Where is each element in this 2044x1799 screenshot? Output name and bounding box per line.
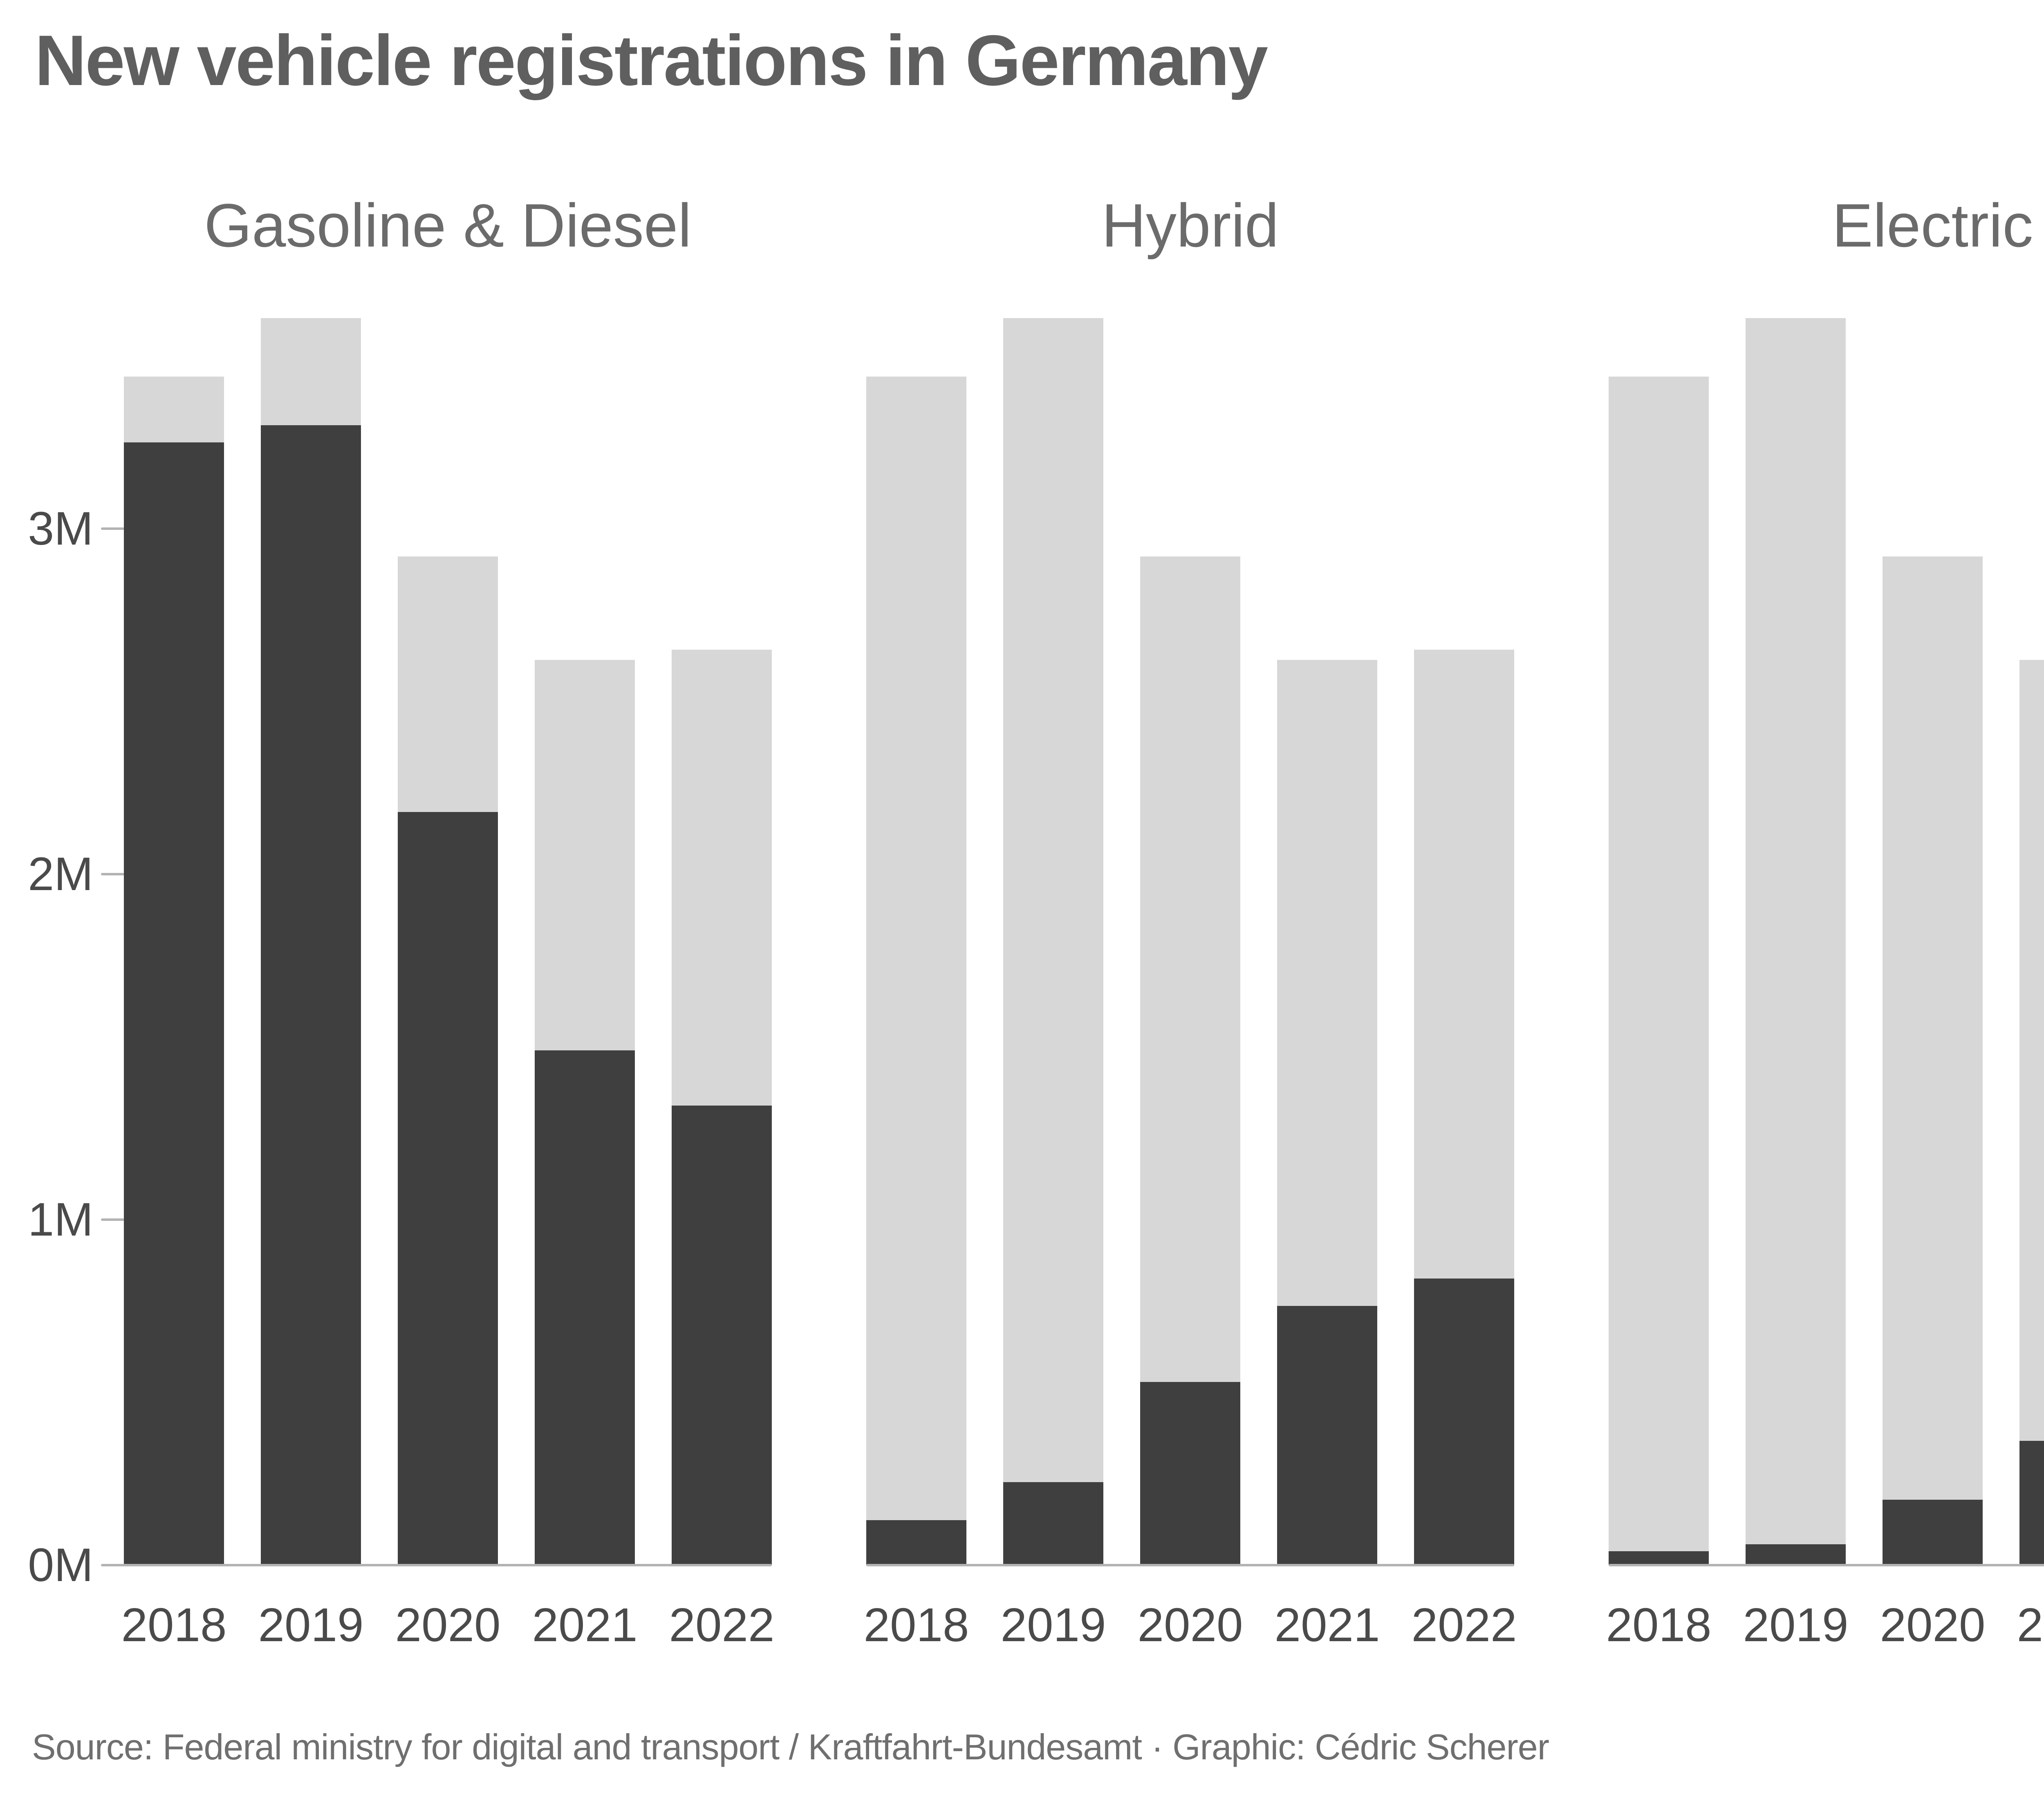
x-axis-year-label: 2019 bbox=[1000, 1598, 1106, 1651]
bar-slot: 2019 bbox=[1743, 304, 1849, 1649]
highlight-registrations-bar bbox=[1277, 1306, 1377, 1565]
panel-title: Electric bbox=[1832, 191, 2033, 260]
bar-slot: 2020 bbox=[1137, 304, 1243, 1649]
bar-slot: 2018 bbox=[1606, 304, 1712, 1649]
panel-title: Hybrid bbox=[1101, 191, 1279, 260]
bar-slot: 2018 bbox=[121, 304, 227, 1649]
y-axis: 0M 1M 2M 3M bbox=[0, 304, 124, 1589]
x-axis-year-label: 2019 bbox=[258, 1598, 364, 1651]
highlight-registrations-bar bbox=[1140, 1382, 1240, 1565]
x-axis-baseline bbox=[101, 1564, 772, 1566]
bar-slot: 2018 bbox=[863, 304, 969, 1649]
highlight-registrations-bar bbox=[1003, 1482, 1103, 1565]
total-registrations-bar bbox=[1883, 556, 1983, 1565]
x-axis-year-label: 2022 bbox=[1411, 1598, 1517, 1651]
highlight-registrations-bar bbox=[1414, 1278, 1514, 1565]
panel-title: Gasoline & Diesel bbox=[204, 191, 692, 260]
total-registrations-bar bbox=[866, 377, 966, 1565]
y-tick-label: 3M bbox=[28, 502, 93, 555]
highlight-registrations-bar bbox=[866, 1520, 966, 1565]
bar-slot: 2022 bbox=[1411, 304, 1517, 1649]
y-tick-mark bbox=[101, 1218, 124, 1221]
x-axis-year-label: 2020 bbox=[1880, 1598, 1986, 1651]
total-registrations-bar bbox=[1746, 318, 1846, 1565]
x-axis-year-label: 2021 bbox=[1274, 1598, 1380, 1651]
highlight-registrations-bar bbox=[398, 812, 498, 1565]
x-axis-year-label: 2018 bbox=[121, 1598, 227, 1651]
y-tick-mark bbox=[101, 527, 124, 530]
bar-slot: 2019 bbox=[1000, 304, 1106, 1649]
panel-gasoline-diesel: Gasoline & Diesel 2018 2019 2020 2021 2022 bbox=[101, 195, 775, 1653]
x-axis-baseline bbox=[866, 1564, 1514, 1566]
chart-title: New vehicle registrations in Germany bbox=[35, 21, 1268, 101]
highlight-registrations-bar bbox=[535, 1050, 635, 1565]
x-axis-year-label: 2021 bbox=[2017, 1598, 2044, 1651]
total-registrations-bar bbox=[1003, 318, 1103, 1565]
total-registrations-bar bbox=[1609, 377, 1709, 1565]
y-tick-label: 0M bbox=[28, 1539, 93, 1591]
y-tick-label: 2M bbox=[28, 848, 93, 901]
y-tick-label: 1M bbox=[28, 1193, 93, 1246]
highlight-registrations-bar bbox=[124, 442, 224, 1565]
bar-slot: 2022 bbox=[669, 304, 775, 1649]
total-registrations-bar bbox=[2019, 660, 2044, 1565]
highlight-registrations-bar bbox=[2019, 1440, 2044, 1565]
bars-area: 2018 2019 2020 2021 2022 bbox=[863, 304, 1517, 1649]
panel-hybrid: Hybrid 2018 2019 2020 2021 2022 bbox=[863, 195, 1517, 1653]
x-axis-year-label: 2021 bbox=[532, 1598, 638, 1651]
bar-slot: 2021 bbox=[1274, 304, 1380, 1649]
x-axis-year-label: 2020 bbox=[395, 1598, 501, 1651]
x-axis-year-label: 2022 bbox=[669, 1598, 775, 1651]
highlight-registrations-bar bbox=[1883, 1499, 1983, 1565]
bar-slot: 2020 bbox=[1880, 304, 1986, 1649]
bar-slot: 2021 bbox=[532, 304, 638, 1649]
x-axis-baseline bbox=[1609, 1564, 2044, 1566]
bar-slot: 2021 bbox=[2017, 304, 2044, 1649]
y-tick-mark bbox=[101, 873, 124, 876]
bars-area: 2018 2019 2020 2021 2022 bbox=[121, 304, 775, 1649]
highlight-registrations-bar bbox=[1746, 1544, 1846, 1565]
x-axis-year-label: 2018 bbox=[1606, 1598, 1712, 1651]
highlight-registrations-bar bbox=[1609, 1551, 1709, 1565]
bar-slot: 2019 bbox=[258, 304, 364, 1649]
source-note: Source: Federal ministry for digital and… bbox=[32, 1727, 1549, 1767]
x-axis-year-label: 2019 bbox=[1743, 1598, 1849, 1651]
bar-slot: 2020 bbox=[395, 304, 501, 1649]
x-axis-year-label: 2018 bbox=[863, 1598, 969, 1651]
highlight-registrations-bar bbox=[261, 425, 361, 1565]
highlight-registrations-bar bbox=[672, 1106, 772, 1565]
x-axis-year-label: 2020 bbox=[1137, 1598, 1243, 1651]
plot-region: 0M 1M 2M 3M Gasoline & Diesel 2018 2019 2020 2… bbox=[0, 195, 2044, 1653]
